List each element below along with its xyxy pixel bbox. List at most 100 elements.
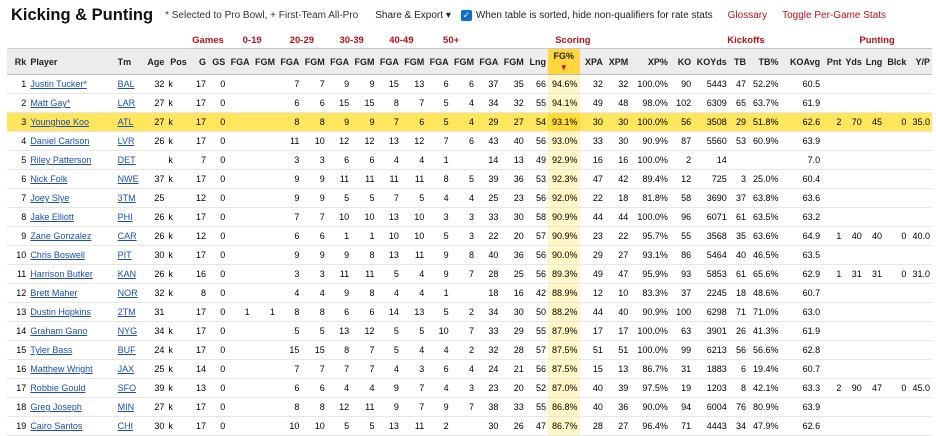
column-header-ko[interactable]: KO: [669, 48, 694, 75]
column-header-fga[interactable]: FGA: [475, 48, 501, 75]
player-link[interactable]: Zane Gonzalez: [30, 231, 92, 241]
team-link[interactable]: ATL: [117, 117, 134, 127]
team-link[interactable]: LVR: [117, 136, 135, 146]
cell-fgm: 40: [500, 131, 526, 151]
player-link[interactable]: Joey Slye: [30, 193, 70, 203]
column-header-yds[interactable]: Yds: [843, 48, 864, 75]
player-link[interactable]: Riley Patterson: [30, 155, 92, 165]
cell-age: 32: [143, 74, 167, 94]
team-link[interactable]: NOR: [117, 288, 138, 298]
team-link[interactable]: MIN: [117, 402, 135, 412]
column-header-player[interactable]: Player: [28, 48, 116, 75]
team-link[interactable]: LAR: [117, 98, 136, 108]
column-header-xpa[interactable]: XPA: [579, 48, 605, 75]
column-header-lng[interactable]: Lng: [863, 48, 885, 75]
column-header-g[interactable]: G: [188, 48, 208, 75]
cell-fgm: 4: [400, 150, 427, 170]
team-link[interactable]: NWE: [117, 174, 139, 184]
cell-gs: 0: [208, 340, 228, 360]
team-link[interactable]: KAN: [117, 269, 137, 279]
cell-pnt: [822, 359, 844, 379]
cell-fgm: 21: [500, 359, 526, 379]
column-header-fgm[interactable]: FGM: [301, 48, 327, 75]
team-link[interactable]: PIT: [117, 250, 132, 260]
player-link[interactable]: Cairo Santos: [30, 421, 83, 431]
cell-pnt: [822, 74, 844, 94]
player-link[interactable]: Brett Maher: [30, 288, 78, 298]
team-link[interactable]: DET: [117, 155, 136, 165]
player-link[interactable]: Greg Joseph: [30, 402, 82, 412]
hide-nonqualifiers-checkbox[interactable]: ✓: [460, 9, 472, 21]
column-header-tm[interactable]: Tm: [115, 48, 144, 75]
cell-lng: [863, 397, 885, 417]
team-link[interactable]: NYG: [117, 326, 138, 336]
column-header-fga[interactable]: FGA: [376, 48, 401, 75]
cell-y-p: [908, 188, 932, 208]
column-header-fga[interactable]: FGA: [277, 48, 302, 75]
column-header-tb[interactable]: TB: [728, 48, 748, 75]
player-link[interactable]: Tyler Bass: [30, 345, 73, 355]
player-link[interactable]: Dustin Hopkins: [30, 307, 91, 317]
team-link[interactable]: BAL: [117, 79, 135, 89]
column-header-fgm[interactable]: FGM: [500, 48, 526, 75]
player-link[interactable]: Jake Elliott: [30, 212, 74, 222]
column-header-lng[interactable]: Lng: [525, 48, 549, 75]
team-link[interactable]: 3TM: [117, 193, 136, 203]
column-header-fgm[interactable]: FGM: [400, 48, 427, 75]
column-header-fgm[interactable]: FGM: [351, 48, 377, 75]
column-header-gs[interactable]: GS: [208, 48, 228, 75]
column-header-koavg[interactable]: KOAvg: [780, 48, 823, 75]
cell-fga: 33: [475, 207, 501, 227]
team-link[interactable]: CHI: [117, 421, 134, 431]
cell-rk: 18: [7, 397, 29, 417]
share-export-button[interactable]: Share & Export ▾: [375, 10, 451, 21]
cell-fgm: 8: [351, 245, 377, 265]
cell-fgm: 7: [301, 207, 327, 227]
team-link[interactable]: CAR: [117, 231, 137, 241]
player-link[interactable]: Robbie Gould: [30, 383, 86, 393]
cell-fgm: 5: [450, 169, 476, 189]
column-header-y-p[interactable]: Y/P: [908, 48, 932, 75]
column-header-tb-[interactable]: TB%: [748, 48, 781, 75]
team-link[interactable]: BUF: [117, 345, 136, 355]
column-header-rk[interactable]: Rk: [7, 48, 29, 75]
column-header-age[interactable]: Age: [143, 48, 167, 75]
column-header-fga[interactable]: FGA: [227, 48, 252, 75]
player-link[interactable]: Younghoe Koo: [30, 117, 90, 127]
cell-fga: 7: [277, 74, 302, 94]
cell-age: 25: [143, 188, 167, 208]
column-header-pnt[interactable]: Pnt: [822, 48, 844, 75]
team-link[interactable]: JAX: [117, 364, 135, 374]
player-link[interactable]: Harrison Butker: [30, 269, 93, 279]
player-link[interactable]: Graham Gano: [30, 326, 88, 336]
glossary-link[interactable]: Glossary: [727, 9, 768, 21]
player-link[interactable]: Justin Tucker*: [30, 79, 87, 89]
column-header-fga[interactable]: FGA: [426, 48, 451, 75]
player-link[interactable]: Nick Folk: [30, 174, 68, 184]
team-link[interactable]: SFO: [117, 383, 137, 393]
cell-y-p: 45.0: [908, 378, 932, 398]
column-header-blck[interactable]: Blck: [884, 48, 909, 75]
cell-fga: 3: [277, 150, 302, 170]
checkbox-label[interactable]: When table is sorted, hide non-qualifier…: [475, 9, 713, 21]
column-header-xp-[interactable]: XP%: [630, 48, 670, 75]
player-link[interactable]: Matthew Wright: [30, 364, 93, 374]
column-header-pos[interactable]: Pos: [166, 48, 189, 75]
team-link[interactable]: PHI: [117, 212, 133, 222]
cell-g: 17: [188, 302, 208, 322]
cell-player: Cairo Santos: [28, 416, 116, 436]
cell-yds: [843, 93, 864, 113]
column-header-fga[interactable]: FGA: [326, 48, 352, 75]
cell-tb: 47: [728, 74, 748, 94]
player-link[interactable]: Daniel Carlson: [30, 136, 90, 146]
team-link[interactable]: 2TM: [117, 307, 136, 317]
player-link[interactable]: Matt Gay*: [30, 98, 71, 108]
column-header-xpm[interactable]: XPM: [604, 48, 631, 75]
column-header-fgm[interactable]: FGM: [450, 48, 476, 75]
column-header-fgm[interactable]: FGM: [251, 48, 278, 75]
player-link[interactable]: Chris Boswell: [30, 250, 85, 260]
column-header-fg-[interactable]: FG% ▼: [548, 48, 580, 75]
column-header-koyds[interactable]: KOYds: [693, 48, 729, 75]
toggle-per-game-link[interactable]: Toggle Per-Game Stats: [782, 9, 887, 21]
cell-lng: 66: [525, 74, 549, 94]
